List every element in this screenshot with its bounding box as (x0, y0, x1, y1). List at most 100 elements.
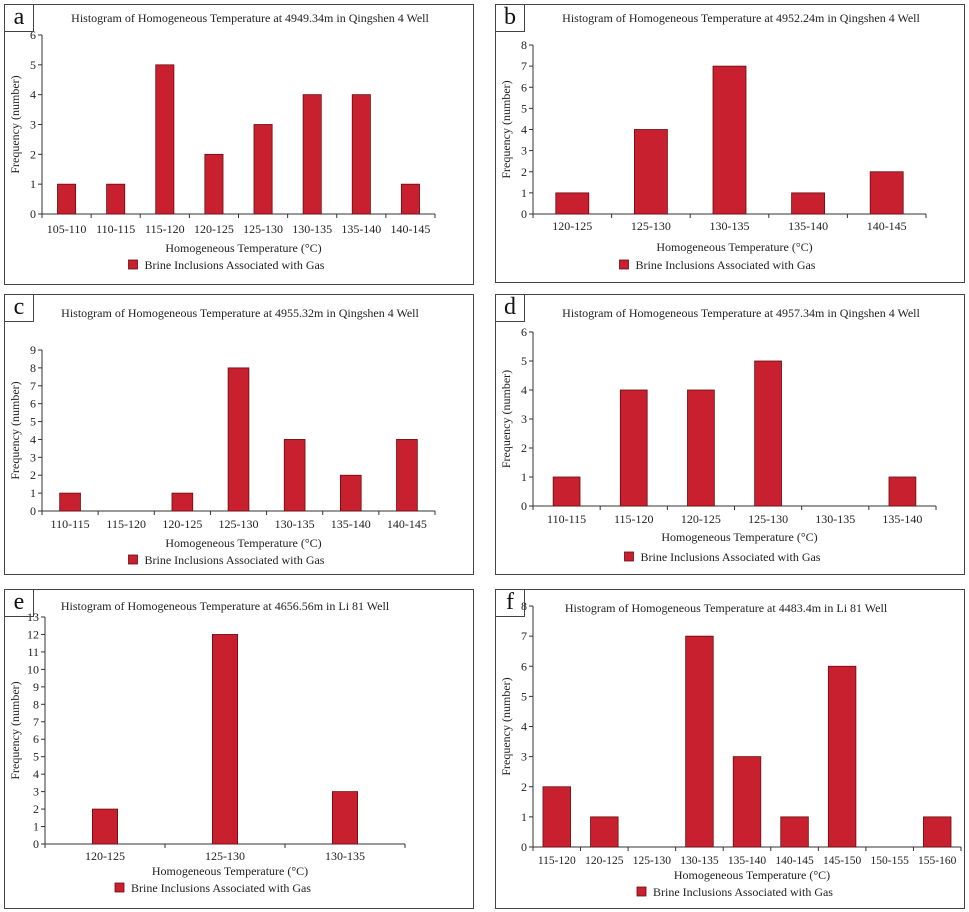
y-tick-label: 2 (30, 468, 36, 482)
y-tick-label: 0 (521, 207, 527, 221)
bar (351, 94, 371, 215)
panel-letter-d: d (496, 295, 525, 322)
x-tick-label: 110-115 (547, 512, 586, 526)
y-tick-label: 4 (521, 720, 527, 734)
bar (542, 786, 571, 848)
bar (687, 389, 715, 507)
chart-f-svg: Histogram of Homogeneous Temperature at … (499, 599, 962, 899)
chart-title: Histogram of Homogeneous Temperature at … (562, 11, 920, 25)
y-tick-label: 3 (33, 785, 39, 799)
bar (396, 439, 418, 512)
x-tick-label: 120-125 (585, 855, 624, 867)
legend-label: Brine Inclusions Associated with Gas (145, 258, 325, 272)
bar (732, 756, 762, 848)
x-tick-label: 125-130 (219, 517, 259, 531)
chart-panel-f: Histogram of Homogeneous Temperature at … (495, 589, 965, 909)
chart-panel-e: Histogram of Homogeneous Temperature at … (4, 589, 474, 909)
bar (227, 367, 250, 512)
y-tick-label: 2 (521, 165, 527, 179)
y-tick-label: 3 (521, 750, 527, 764)
x-tick-label: 115-120 (614, 512, 654, 526)
x-tick-label: 125-130 (631, 219, 671, 233)
x-axis-label: Homogeneous Temperature (°C) (152, 864, 308, 878)
y-tick-label: 7 (33, 715, 39, 729)
bar (633, 129, 668, 215)
y-tick-label: 0 (521, 840, 527, 854)
y-tick-label: 2 (33, 802, 39, 816)
chart-b-svg: Histogram of Homogeneous Temperature at … (499, 11, 927, 272)
x-axis-label: Homogeneous Temperature (°C) (656, 240, 812, 254)
y-tick-label: 2 (30, 147, 36, 161)
y-tick-label: 4 (521, 123, 527, 137)
y-axis-label: Frequency (number) (8, 381, 22, 479)
bar (552, 476, 581, 507)
x-tick-label: 130-135 (710, 219, 750, 233)
x-tick-label: 140-145 (390, 222, 430, 236)
y-tick-label: 3 (30, 118, 36, 132)
chart-panel-d: Histogram of Homogeneous Temperature at … (495, 294, 965, 575)
x-tick-label: 140-145 (867, 219, 907, 233)
bar (331, 791, 358, 845)
y-axis-label: Frequency (number) (8, 681, 22, 779)
y-tick-label: 0 (30, 207, 36, 221)
legend-label: Brine Inclusions Associated with Gas (653, 885, 833, 899)
bar (302, 94, 322, 215)
y-tick-label: 5 (30, 58, 36, 72)
x-tick-label: 140-145 (387, 517, 427, 531)
y-tick-label: 3 (30, 450, 36, 464)
x-tick-label: 130-135 (815, 512, 855, 526)
bar (712, 65, 747, 215)
x-tick-label: 135-140 (728, 855, 767, 867)
bar (106, 183, 126, 215)
chart-panel-c: Histogram of Homogeneous Temperature at … (4, 294, 474, 575)
x-tick-label: 110-115 (51, 517, 90, 531)
x-tick-label: 125-130 (633, 855, 672, 867)
x-tick-label: 105-110 (47, 222, 87, 236)
bar (57, 183, 77, 215)
y-tick-label: 3 (521, 412, 527, 426)
x-tick-label: 125-130 (748, 512, 788, 526)
y-tick-label: 11 (27, 645, 39, 659)
y-tick-label: 7 (521, 629, 527, 643)
legend-label: Brine Inclusions Associated with Gas (641, 550, 821, 564)
y-axis-label: Frequency (number) (8, 75, 22, 173)
bar (92, 808, 119, 845)
x-tick-label: 135-140 (341, 222, 381, 236)
y-tick-label: 1 (30, 177, 36, 191)
bar (283, 439, 306, 512)
legend-swatch (128, 259, 138, 270)
x-tick-label: 140-145 (775, 855, 814, 867)
legend-label: Brine Inclusions Associated with Gas (145, 553, 325, 567)
y-tick-label: 1 (521, 810, 527, 824)
y-tick-label: 12 (27, 627, 39, 641)
y-tick-label: 1 (521, 470, 527, 484)
legend-swatch (636, 886, 647, 897)
x-tick-label: 120-125 (162, 517, 202, 531)
x-tick-label: 130-135 (680, 855, 719, 867)
bar (869, 171, 904, 215)
y-tick-label: 13 (27, 610, 39, 624)
panel-letter-e: e (5, 590, 34, 617)
bar (204, 153, 224, 215)
legend-label: Brine Inclusions Associated with Gas (636, 258, 816, 272)
panel-letter-a: a (5, 5, 34, 32)
chart-a-svg: Histogram of Homogeneous Temperature at … (8, 11, 436, 272)
y-axis-label: Frequency (number) (499, 370, 513, 468)
chart-panel-b: Histogram of Homogeneous Temperature at … (495, 4, 965, 283)
y-tick-label: 0 (30, 504, 36, 518)
x-tick-label: 120-125 (194, 222, 234, 236)
bar (754, 360, 782, 507)
chart-title: Histogram of Homogeneous Temperature at … (565, 601, 888, 615)
x-tick-label: 155-160 (918, 855, 957, 867)
legend-swatch (128, 554, 138, 565)
bar (339, 474, 362, 512)
bar (155, 64, 175, 215)
x-tick-label: 135-140 (882, 512, 922, 526)
bar (590, 816, 619, 848)
y-tick-label: 9 (30, 343, 36, 357)
bar (888, 476, 917, 507)
y-tick-label: 7 (521, 59, 527, 73)
panel-letter-c: c (5, 295, 34, 322)
x-tick-label: 115-120 (538, 855, 576, 867)
bar (827, 665, 857, 848)
